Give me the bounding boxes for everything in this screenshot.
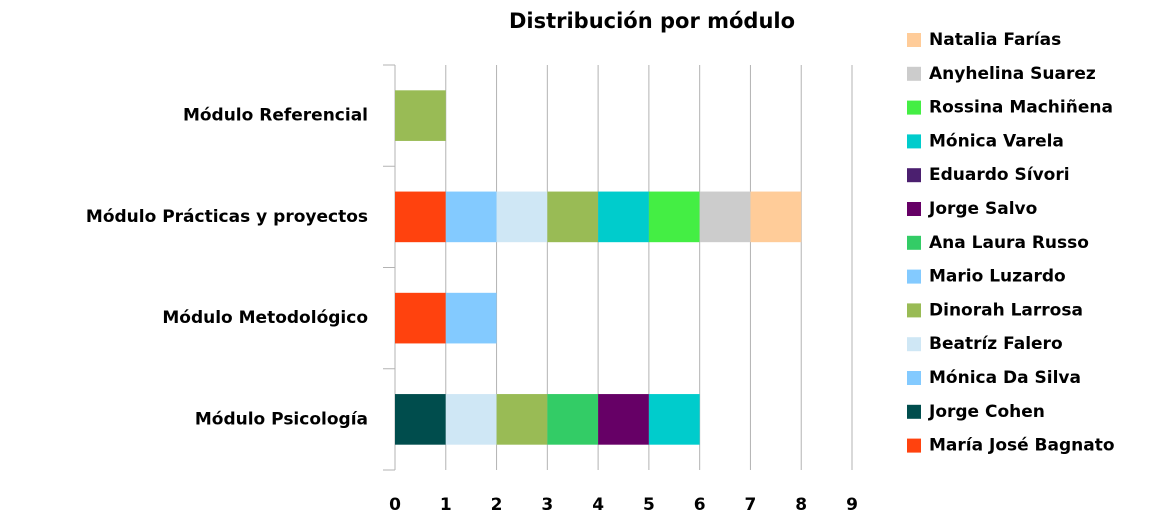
legend-label: Mónica Da Silva (929, 368, 1081, 388)
legend-swatch (907, 303, 921, 318)
x-tick-label: 2 (491, 495, 503, 515)
bar-segment (445, 394, 497, 445)
bar-segment (547, 191, 599, 243)
bar-segment (395, 292, 446, 344)
x-tick-label: 4 (592, 495, 604, 515)
x-tick-label: 7 (745, 495, 757, 515)
legend-swatch (907, 235, 921, 250)
bar-segment (598, 394, 649, 445)
legend-label: Natalia Farías (929, 30, 1061, 50)
y-tick-label: Módulo Metodológico (162, 308, 368, 328)
legend-swatch (907, 33, 921, 47)
bar-segment (648, 191, 700, 243)
bar-segment (395, 90, 446, 141)
legend-swatch (907, 371, 921, 385)
x-tick-label: 3 (541, 495, 553, 515)
bar-segment (496, 394, 548, 445)
bar-segment (496, 191, 548, 243)
legend-label: Mónica Varela (929, 131, 1064, 151)
legend-label: Ana Laura Russo (929, 233, 1089, 253)
legend-label: Eduardo Sívori (929, 165, 1070, 185)
legend-label: Jorge Cohen (928, 402, 1045, 422)
legend-swatch (907, 337, 921, 352)
x-tick-label: 0 (389, 495, 401, 515)
bar-segment (598, 191, 649, 243)
legend-label: Dinorah Larrosa (929, 300, 1083, 320)
legend-swatch (907, 134, 921, 149)
legend-label: Rossina Machiñena (929, 98, 1113, 118)
legend-swatch (907, 66, 921, 81)
bar-segment (445, 292, 497, 344)
x-tick-label: 8 (795, 495, 807, 515)
legend-label: Mario Luzardo (929, 267, 1066, 287)
legend-swatch (907, 404, 921, 419)
y-tick-label: Módulo Psicología (195, 409, 368, 429)
legend-swatch (907, 202, 921, 216)
legend-swatch (907, 438, 921, 453)
legend-swatch (907, 100, 921, 115)
x-tick-label: 5 (643, 495, 655, 515)
bar-segment (395, 394, 446, 445)
legend-swatch (907, 269, 921, 284)
legend-label: Jorge Salvo (928, 199, 1037, 219)
legend-label: María José Bagnato (929, 436, 1115, 456)
x-tick-label: 6 (694, 495, 706, 515)
x-tick-label: 9 (846, 495, 858, 515)
legend-label: Beatríz Falero (929, 334, 1063, 354)
x-tick-label: 1 (440, 495, 452, 515)
legend-swatch (907, 168, 921, 183)
legend-label: Anyhelina Suarez (929, 64, 1096, 84)
bar-segment (547, 394, 599, 445)
bar-segment (699, 191, 751, 243)
bar-segment (648, 394, 700, 445)
bar-segment (445, 191, 497, 243)
y-tick-label: Módulo Prácticas y proyectos (86, 207, 368, 227)
bar-segment (750, 191, 802, 243)
bar-segment (395, 191, 446, 243)
chart-title: Distribución por módulo (509, 9, 795, 33)
y-tick-label: Módulo Referencial (183, 106, 368, 126)
